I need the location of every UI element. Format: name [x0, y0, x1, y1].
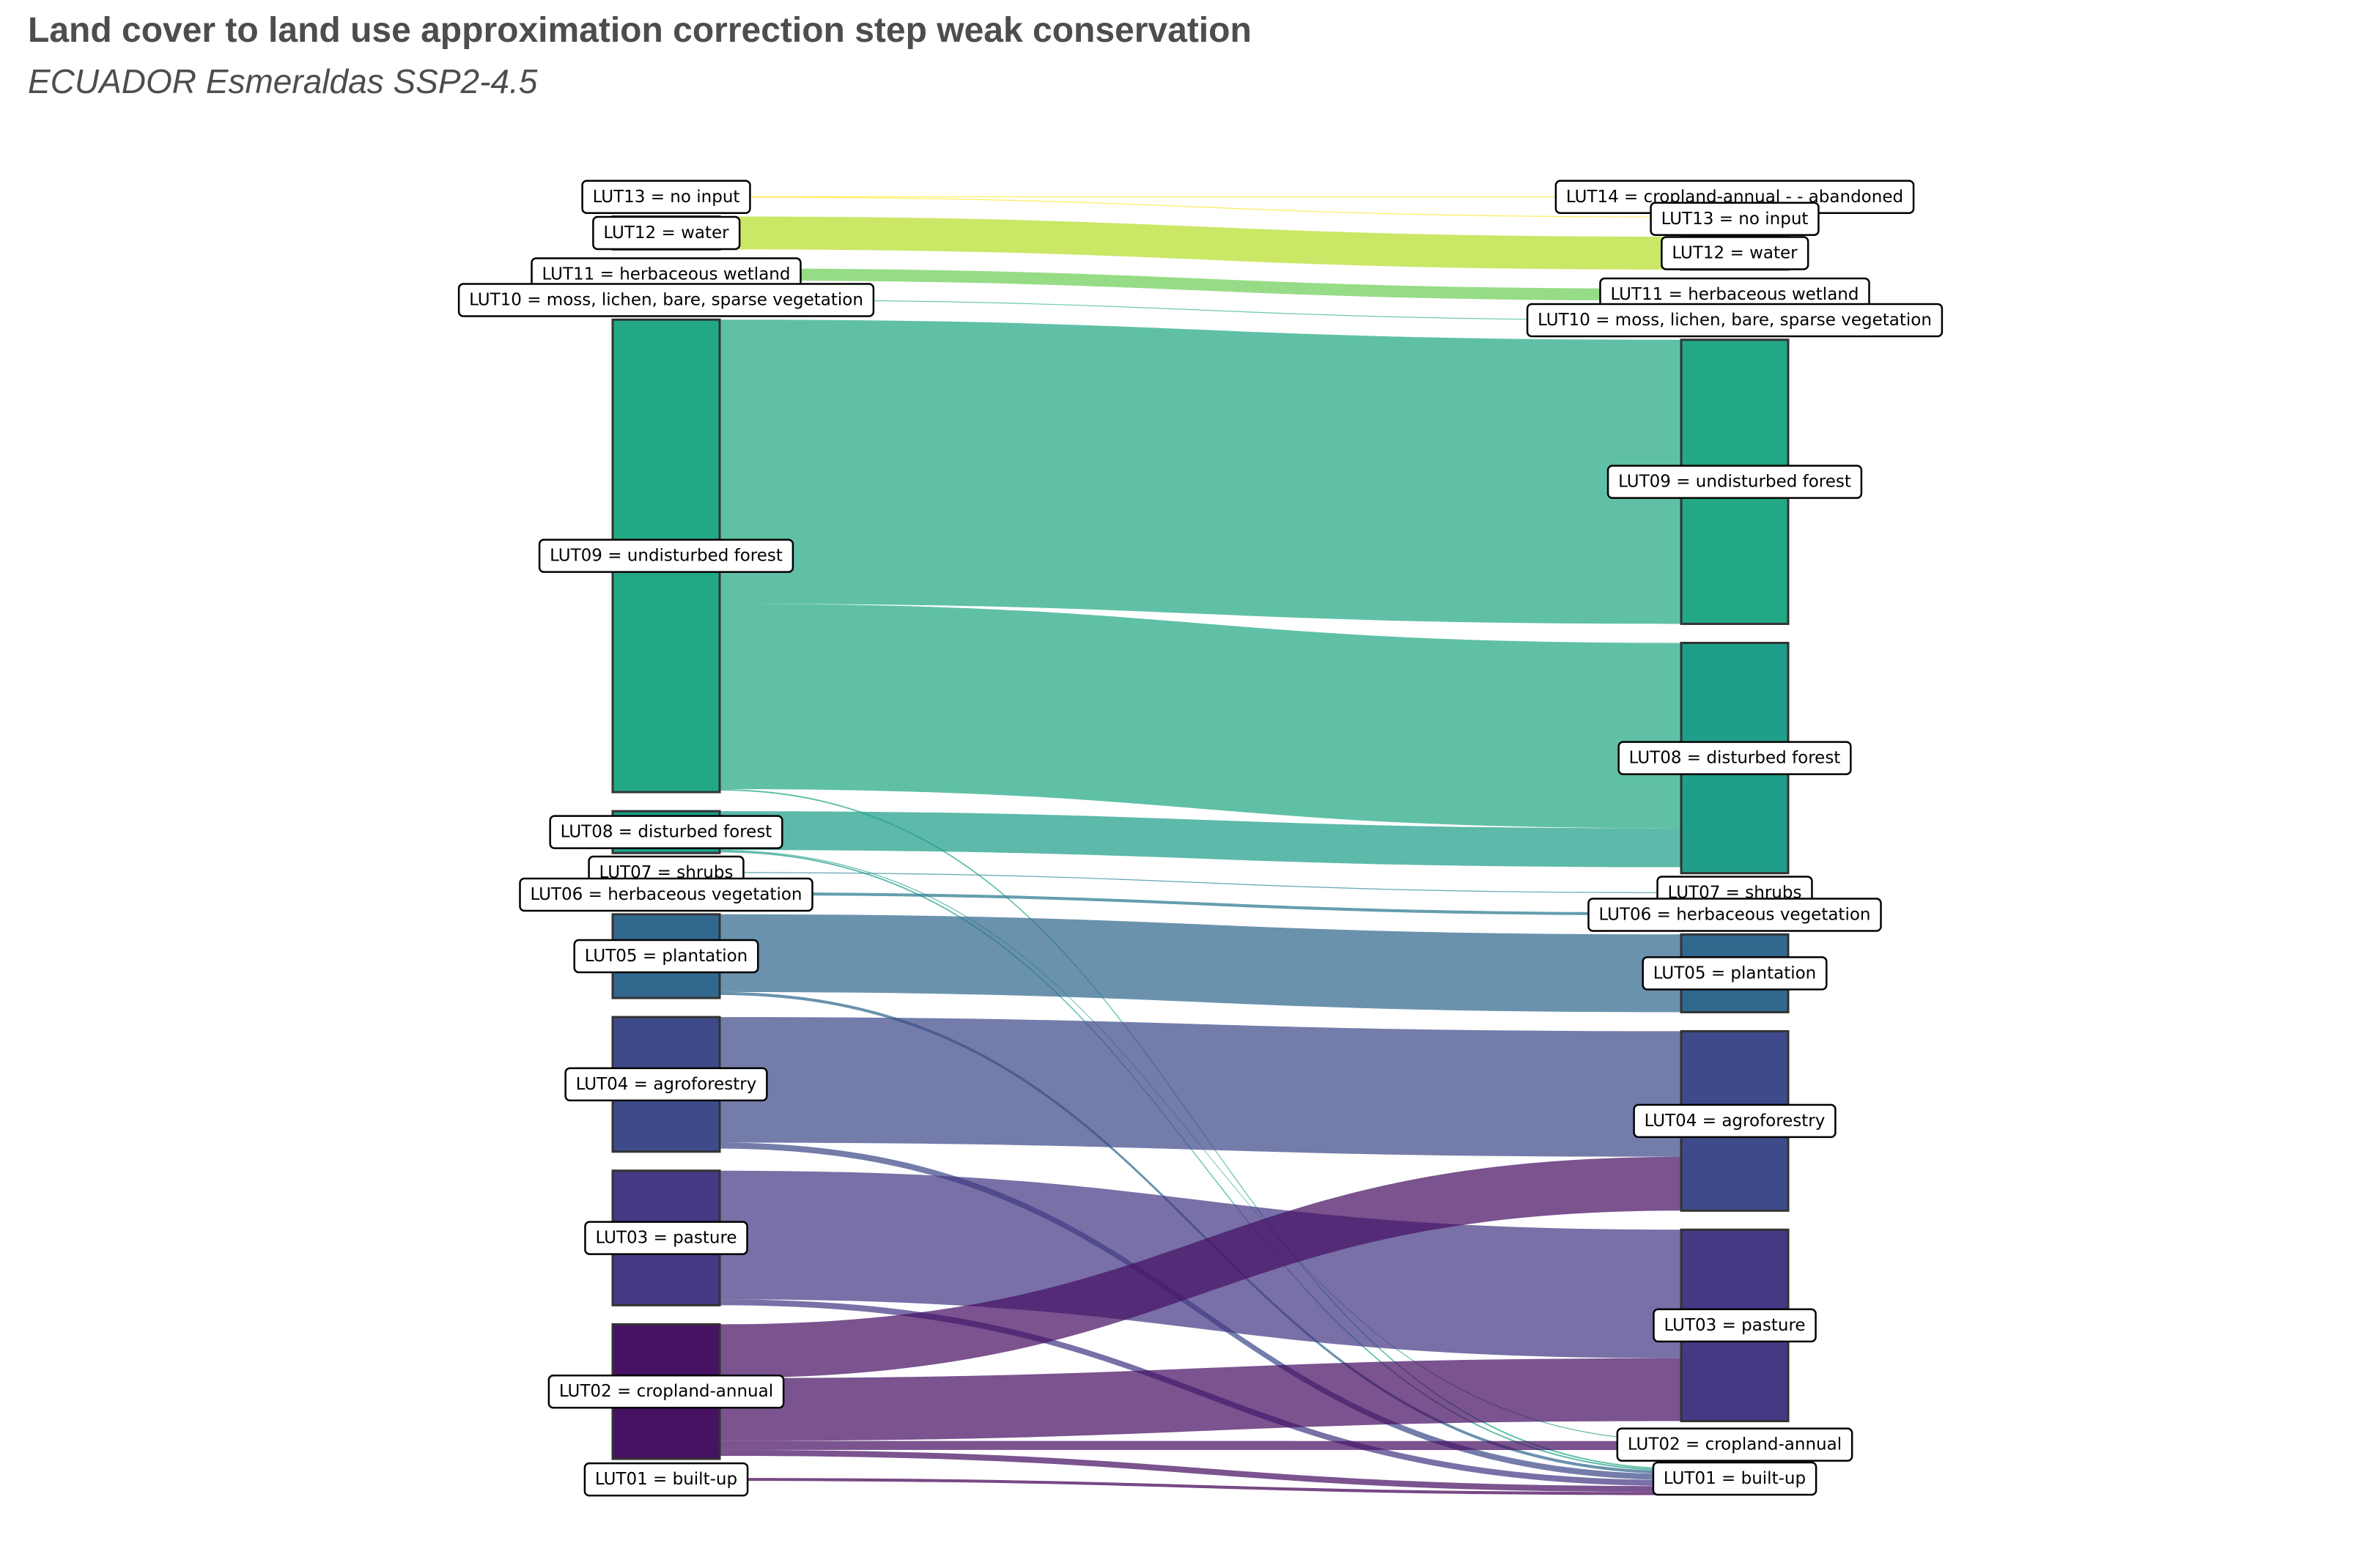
left-label-L03: LUT03 = pasture: [584, 1221, 748, 1255]
chart-title: Land cover to land use approximation cor…: [28, 11, 1252, 50]
node-label-text: LUT09 = undisturbed forest: [1618, 473, 1851, 492]
node-label-box: [519, 877, 813, 912]
node-label-text: LUT09 = undisturbed forest: [550, 547, 783, 566]
link-L05-R05: [720, 914, 1681, 1013]
node-label-box: [1650, 201, 1820, 236]
right-label-R06: LUT06 = herbaceous vegetation: [1587, 898, 1882, 932]
link-L06-R06: [720, 892, 1681, 916]
right-label-R12: LUT12 = water: [1661, 236, 1809, 270]
left-label-L12: LUT12 = water: [592, 215, 741, 251]
node-label-box: [583, 1462, 749, 1497]
link-L13-R14: [720, 196, 1681, 198]
link-L08-R08: [720, 811, 1681, 868]
node-label-text: LUT08 = disturbed forest: [1629, 749, 1841, 768]
right-label-R10: LUT10 = moss, lichen, bare, sparse veget…: [1526, 303, 1944, 338]
node-label-box: [1606, 465, 1863, 499]
node-label-box: [573, 939, 759, 974]
link-L12-R12: [720, 216, 1681, 270]
node-label-text: LUT01 = built-up: [595, 1470, 737, 1489]
node-label-box: [1587, 898, 1882, 932]
right-label-R02: LUT02 = cropland-annual: [1616, 1427, 1853, 1462]
right-label-R09: LUT09 = undisturbed forest: [1606, 465, 1863, 499]
node-label-box: [538, 539, 794, 573]
node-label-text: LUT08 = disturbed forest: [561, 823, 772, 842]
link-L08-R01: [720, 851, 1681, 1471]
node-label-box: [1526, 303, 1944, 338]
node-label-text: LUT05 = plantation: [585, 947, 748, 966]
node-label-box: [584, 1221, 748, 1255]
node-label-text: LUT03 = pasture: [1664, 1316, 1805, 1335]
left-label-L06: LUT06 = herbaceous vegetation: [519, 877, 813, 912]
node-label-text: LUT06 = herbaceous vegetation: [530, 885, 802, 904]
link-L02-R01: [720, 1449, 1681, 1493]
link-L02-R04: [720, 1156, 1681, 1378]
node-label-box: [1642, 956, 1828, 991]
node-label-text: LUT01 = built-up: [1664, 1469, 1806, 1488]
node-label-text: LUT05 = plantation: [1653, 964, 1817, 983]
node-label-box: [549, 815, 783, 849]
labels-layer: LUT13 = no input LUT12 = water LUT11 = her…: [457, 180, 1944, 1497]
right-label-R13: LUT13 = no input: [1650, 201, 1820, 236]
chart-subtitle: ECUADOR Esmeraldas SSP2-4.5: [28, 62, 538, 100]
node-label-text: LUT10 = moss, lichen, bare, sparse veget…: [469, 290, 863, 309]
link-L09-R08: [720, 603, 1681, 829]
left-label-L08: LUT08 = disturbed forest: [549, 815, 783, 849]
node-label-box: [1633, 1103, 1837, 1139]
link-L02-R02: [720, 1441, 1681, 1450]
right-label-R08: LUT08 = disturbed forest: [1617, 741, 1852, 775]
node-label-box: [1652, 1461, 1817, 1496]
right-label-R01: LUT01 = built-up: [1652, 1461, 1817, 1496]
node-label-box: [592, 215, 741, 251]
left-label-L10: LUT10 = moss, lichen, bare, sparse veget…: [457, 283, 875, 317]
link-L13-R13: [720, 196, 1681, 218]
link-L01-R01: [720, 1478, 1681, 1495]
links-layer: [720, 196, 1681, 1495]
node-label-box: [547, 1374, 785, 1409]
left-label-L04: LUT04 = agroforestry: [564, 1067, 768, 1102]
link-L02-R03: [720, 1358, 1681, 1441]
node-label-text: LUT03 = pasture: [595, 1229, 737, 1248]
node-label-text: LUT10 = moss, lichen, bare, sparse veget…: [1538, 311, 1932, 330]
node-label-box: [564, 1067, 768, 1102]
right-label-R05: LUT05 = plantation: [1642, 956, 1828, 991]
left-label-L11: LUT11 = herbaceous wetland: [531, 257, 802, 292]
right-label-R04: LUT04 = agroforestry: [1633, 1103, 1837, 1139]
node-label-box: [581, 180, 751, 214]
left-label-L05: LUT05 = plantation: [573, 939, 759, 974]
right-label-R03: LUT03 = pasture: [1653, 1308, 1817, 1343]
node-label-text: LUT11 = herbaceous wetland: [1611, 285, 1859, 304]
node-label-box: [1617, 741, 1852, 775]
link-L11-R11: [720, 268, 1681, 301]
left-label-L02: LUT02 = cropland-annual: [547, 1374, 785, 1409]
node-label-box: [1653, 1308, 1817, 1343]
link-L04-R04: [720, 1017, 1681, 1157]
link-L09-R09: [720, 319, 1681, 624]
node-label-text: LUT02 = cropland-annual: [559, 1382, 773, 1401]
node-label-text: LUT12 = water: [1672, 243, 1798, 262]
left-label-L01: LUT01 = built-up: [583, 1462, 749, 1497]
node-label-box: [1661, 236, 1809, 270]
node-label-text: LUT06 = herbaceous vegetation: [1598, 905, 1870, 924]
node-label-box: [1616, 1427, 1853, 1462]
link-L10-R10: [720, 299, 1681, 321]
node-label-text: LUT11 = herbaceous wetland: [542, 265, 791, 284]
link-L07-R07: [720, 872, 1681, 893]
node-label-text: LUT04 = agroforestry: [1645, 1112, 1826, 1131]
node-label-box: [457, 283, 875, 317]
node-label-text: LUT04 = agroforestry: [576, 1075, 757, 1094]
left-label-L13: LUT13 = no input: [581, 180, 751, 214]
node-label-text: LUT12 = water: [603, 223, 729, 243]
node-label-text: LUT13 = no input: [593, 188, 740, 207]
node-label-text: LUT13 = no input: [1661, 210, 1809, 229]
node-label-text: LUT02 = cropland-annual: [1628, 1435, 1842, 1454]
left-label-L09: LUT09 = undisturbed forest: [538, 539, 794, 573]
right-label-R11: LUT11 = herbaceous wetland: [1599, 277, 1870, 312]
